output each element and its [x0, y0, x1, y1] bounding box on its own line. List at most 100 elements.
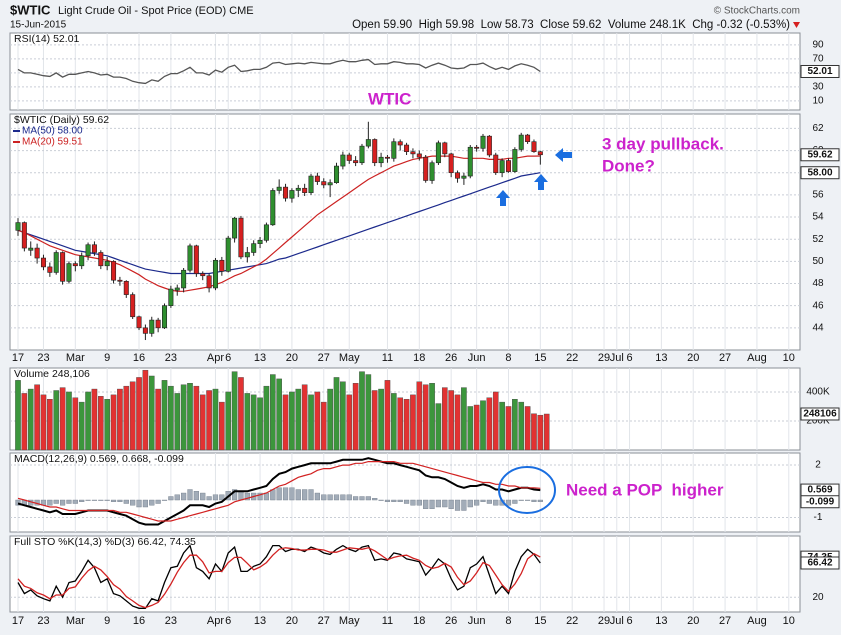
y-tick-label: 46 [812, 300, 824, 311]
volume-bar [148, 375, 155, 451]
histogram-bar [85, 499, 91, 501]
histogram-bar [206, 496, 212, 501]
panel-title: MACD(12,26,9) 0.569, 0.668, -0.099 [14, 453, 184, 465]
candle-body [251, 243, 257, 253]
x-tick-label: 20 [286, 352, 298, 364]
candle-body [28, 247, 34, 251]
candle-body [200, 273, 206, 277]
x-tick-label: 18 [413, 615, 425, 627]
candle-body [391, 141, 397, 159]
candle-body [187, 245, 193, 271]
highlight-circle [498, 466, 556, 514]
histogram-bar [244, 492, 250, 501]
volume-bar [492, 391, 499, 451]
histogram-bar [110, 499, 117, 502]
candle-body [34, 247, 40, 259]
x-tick-label: Mar [66, 352, 85, 364]
histogram-bar [525, 499, 531, 501]
histogram-bar [378, 499, 384, 501]
candle-body [461, 175, 467, 179]
panel [9, 113, 801, 351]
y-tick-label: 400K [806, 387, 830, 398]
volume-bar [518, 401, 525, 451]
candle-body [60, 252, 66, 282]
y-tick-label: 54 [812, 212, 824, 223]
volume-bar [486, 397, 493, 451]
histogram-bar [340, 494, 346, 501]
candle-body [206, 275, 212, 289]
value-tag-box [800, 556, 840, 570]
volume-bar [467, 406, 474, 451]
volume-bar [206, 390, 212, 451]
volume-bar [187, 383, 193, 451]
histogram-bar [91, 499, 98, 501]
volume-bar [72, 397, 79, 451]
candle-body [512, 149, 518, 172]
candle-body [537, 151, 543, 156]
x-tick-label: 18 [413, 352, 425, 364]
panel [9, 32, 801, 111]
candle-body [181, 269, 187, 289]
volume-bar [308, 394, 314, 451]
x-tick-label: 22 [566, 352, 578, 364]
volume-bar [270, 374, 276, 451]
candle-body [423, 156, 429, 181]
x-tick-label: Aug [747, 615, 767, 627]
volume-bar [21, 393, 28, 451]
candle-body [480, 135, 486, 149]
volume-bar [327, 388, 333, 451]
x-tick-label: 23 [165, 352, 177, 364]
candle-body [525, 134, 531, 142]
candle-body [270, 190, 276, 226]
histogram-bar [333, 494, 340, 501]
histogram-bar [423, 499, 429, 509]
annotation: 3 day pullback. [602, 134, 724, 153]
histogram-bar [435, 499, 442, 508]
x-tick-label: 8 [505, 352, 511, 364]
value-tag-box [800, 495, 840, 509]
volume-bar [340, 381, 346, 451]
volume-bar [231, 371, 238, 451]
x-tick-label: 6 [225, 352, 231, 364]
candle-body [276, 186, 282, 191]
volume-bar [15, 380, 21, 451]
histogram-bar [327, 494, 333, 501]
candle-body [155, 319, 161, 329]
candle-body [85, 244, 91, 257]
y-tick-label: 20 [812, 592, 824, 603]
volume-bar [454, 394, 461, 451]
histogram-bar [181, 492, 187, 501]
volume-bar [352, 383, 359, 451]
volume-bar [448, 390, 454, 451]
histogram-bar [193, 491, 199, 501]
candle-body [327, 182, 333, 186]
candle-body [435, 142, 441, 164]
histogram-bar [79, 499, 85, 502]
panel-title: Full STO %K(14,3) %D(3) 66.42, 74.35 [14, 536, 196, 548]
candle-body [442, 142, 448, 155]
volume-bar [250, 394, 257, 451]
volume-bar [403, 399, 410, 451]
candle-body [66, 263, 72, 282]
volume-bar [346, 394, 353, 451]
value-tag: 58.00 [807, 167, 832, 178]
histogram-bar [123, 499, 129, 504]
candle-body [219, 259, 225, 272]
histogram-bar [454, 499, 461, 511]
candle-body [104, 261, 110, 267]
x-tick-label: 26 [445, 352, 457, 364]
histogram-bar [155, 499, 161, 504]
value-tag-box [800, 148, 840, 162]
value-tag: 248106 [803, 409, 837, 420]
x-tick-label: 23 [165, 615, 177, 627]
x-tick-label: 20 [687, 615, 699, 627]
value-tag: 66.42 [807, 558, 832, 569]
candle-body [257, 240, 263, 244]
x-tick-label: 20 [687, 352, 699, 364]
histogram-bar [346, 494, 352, 501]
volume-bar [104, 399, 110, 451]
histogram-bar [187, 489, 193, 501]
y-tick-label: 52 [812, 234, 824, 245]
volume-bar [180, 384, 187, 451]
volume-bar [480, 400, 486, 451]
